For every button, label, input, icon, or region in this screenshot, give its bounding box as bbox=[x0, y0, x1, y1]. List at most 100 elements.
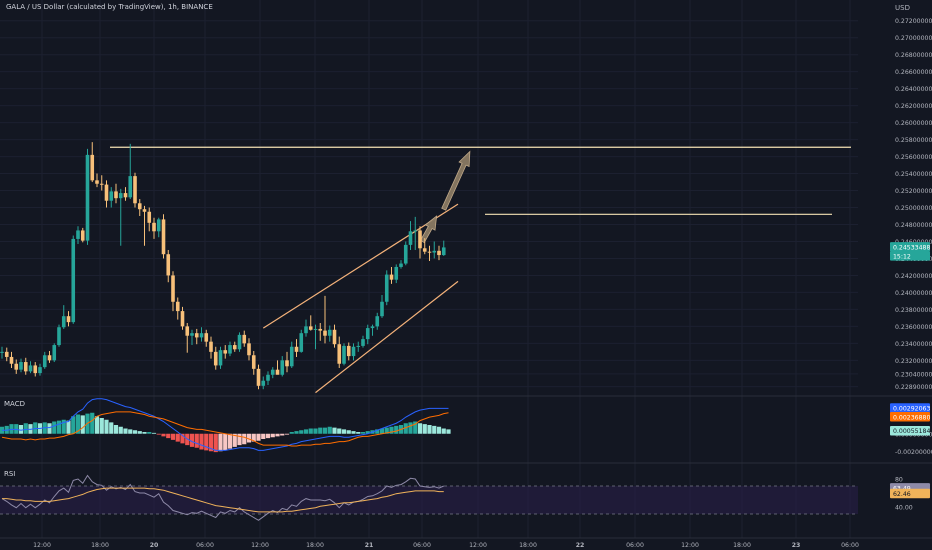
candle-body-1 bbox=[4, 351, 9, 357]
currency-label: USD bbox=[895, 4, 910, 12]
candle-body-76 bbox=[361, 339, 365, 346]
candle-body-2 bbox=[9, 356, 14, 364]
macd-hist-72 bbox=[341, 429, 347, 434]
macd-hist-88 bbox=[417, 423, 423, 434]
candle-body-65 bbox=[308, 326, 313, 330]
macd-hist-89 bbox=[422, 424, 427, 434]
candle-body-28 bbox=[133, 176, 137, 204]
price-tick-16: 0.24000000 bbox=[895, 290, 932, 297]
candle-body-16 bbox=[76, 230, 80, 239]
candle-body-66 bbox=[313, 328, 318, 330]
time-tick-4: 12:00 bbox=[251, 542, 269, 549]
price-tick-17: 0.23800000 bbox=[895, 307, 932, 314]
time-tick-2: 20 bbox=[150, 542, 159, 549]
time-tick-6: 21 bbox=[365, 542, 374, 549]
candle-body-3 bbox=[14, 363, 19, 370]
macd-hist-30 bbox=[142, 432, 147, 434]
macd-hist-60 bbox=[284, 433, 290, 435]
macd-hist-65 bbox=[308, 428, 313, 434]
candle-body-78 bbox=[370, 326, 375, 329]
macd-hist-87 bbox=[413, 421, 418, 434]
macd-hist-74 bbox=[351, 431, 356, 434]
price-tick-20: 0.23200000 bbox=[895, 358, 932, 365]
candle-body-9 bbox=[42, 355, 47, 368]
macd-hist-13 bbox=[61, 419, 66, 434]
axes: 0.27200000 0.27000000 0.26800000 0.26600000… bbox=[33, 18, 932, 549]
price-tick-21: 0.23040000 bbox=[895, 371, 932, 378]
rsi-pane bbox=[0, 474, 858, 521]
rsi-band bbox=[0, 486, 858, 514]
candle-body-29 bbox=[137, 203, 142, 210]
candle-body-54 bbox=[256, 368, 261, 386]
candle-body-4 bbox=[19, 362, 23, 370]
candle-body-64 bbox=[304, 326, 308, 334]
rsi-ma-line bbox=[2, 487, 444, 513]
candle-body-17 bbox=[80, 230, 85, 241]
macd-hist-54 bbox=[256, 433, 261, 441]
macd-hist-19 bbox=[90, 412, 95, 434]
candle-body-72 bbox=[342, 345, 346, 364]
macd-hist-81 bbox=[384, 427, 389, 434]
candle-body-63 bbox=[299, 333, 304, 352]
hist-value-label: 0.00055184 bbox=[893, 428, 930, 435]
price-tick-0: 0.27200000 bbox=[895, 18, 932, 25]
candle-body-44 bbox=[209, 341, 213, 352]
price-tick-15: 0.24200000 bbox=[895, 273, 932, 280]
candle-body-90 bbox=[427, 251, 432, 253]
time-tick-15: 06:00 bbox=[841, 542, 859, 549]
macd-hist-14 bbox=[66, 420, 71, 434]
candle-body-39 bbox=[185, 326, 190, 336]
candle-body-69 bbox=[327, 329, 332, 336]
macd-hist-23 bbox=[109, 422, 114, 434]
macd-hist-51 bbox=[242, 433, 247, 445]
price-tick-11: 0.25000000 bbox=[895, 205, 932, 212]
macd-hist-27 bbox=[128, 429, 133, 434]
macd-hist-37 bbox=[175, 433, 180, 442]
macd-hist-92 bbox=[436, 426, 442, 434]
candle-body-75 bbox=[356, 345, 361, 347]
price-tick-2: 0.26800000 bbox=[895, 52, 932, 59]
macd-hist-16 bbox=[75, 414, 81, 434]
candle-body-5 bbox=[23, 362, 28, 372]
candle-body-6 bbox=[28, 365, 33, 372]
drawings[interactable] bbox=[110, 146, 851, 394]
macd-hist-29 bbox=[137, 431, 142, 434]
candle-body-8 bbox=[38, 367, 42, 374]
macd-hist-56 bbox=[265, 433, 271, 439]
macd-hist-4 bbox=[18, 425, 24, 434]
time-tick-0: 12:00 bbox=[33, 542, 51, 549]
macd-hist-42 bbox=[199, 433, 204, 450]
candle-body-77 bbox=[365, 328, 370, 340]
price-tick-1: 0.27000000 bbox=[895, 35, 932, 42]
candle-body-14 bbox=[66, 316, 71, 323]
price-tick-4: 0.26400000 bbox=[895, 86, 932, 93]
candle-body-89 bbox=[422, 248, 427, 252]
macd-hist-58 bbox=[275, 433, 280, 437]
candle-body-36 bbox=[171, 275, 175, 302]
candle-body-12 bbox=[57, 327, 61, 346]
price-tick-19: 0.23400000 bbox=[895, 341, 932, 348]
macd-signal-line bbox=[1, 411, 449, 447]
candle-body-48 bbox=[228, 345, 232, 354]
candle-body-80 bbox=[380, 301, 384, 317]
macd-hist-70 bbox=[332, 427, 337, 434]
candle-body-59 bbox=[280, 360, 285, 375]
time-tick-12: 12:00 bbox=[681, 542, 699, 549]
macd-hist-38 bbox=[180, 433, 185, 444]
rsi-axis-0: 80 bbox=[895, 477, 903, 484]
macd-axis-1: -0.00200000 bbox=[895, 449, 932, 456]
macd-hist-82 bbox=[389, 426, 394, 434]
macd-hist-24 bbox=[113, 425, 119, 434]
candle-body-22 bbox=[104, 184, 109, 201]
candle-body-34 bbox=[161, 219, 166, 255]
macd-hist-80 bbox=[379, 428, 385, 434]
price-tick-9: 0.25400000 bbox=[895, 171, 932, 178]
candle-body-41 bbox=[194, 333, 199, 338]
candle-body-73 bbox=[346, 345, 351, 357]
candle-body-50 bbox=[237, 334, 242, 350]
candle-body-46 bbox=[218, 350, 223, 366]
macd-hist-55 bbox=[261, 433, 266, 439]
candle-body-85 bbox=[403, 244, 408, 264]
